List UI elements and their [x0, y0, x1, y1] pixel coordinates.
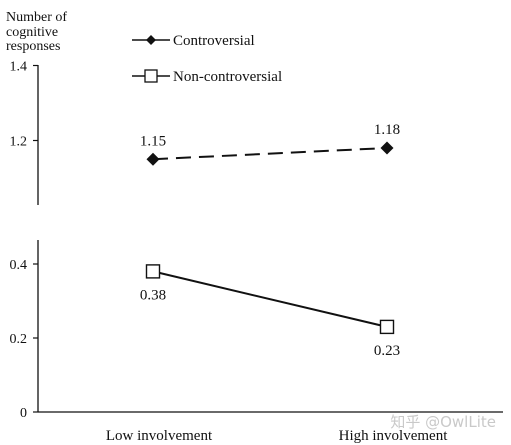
- y-axis-title: Number of cognitive responses: [6, 10, 71, 54]
- y-tick-label: 0: [20, 406, 27, 421]
- legend-noncontroversial-marker: [144, 69, 158, 83]
- data-label-controversial: 1.15: [140, 133, 166, 149]
- legend: Controversial Non-controversial: [132, 33, 282, 85]
- data-label-noncontroversial: 0.23: [374, 343, 400, 359]
- data-label-controversial: 1.18: [374, 122, 400, 138]
- y-tick-label: 1.2: [10, 135, 28, 150]
- data-point-noncontroversial: [145, 264, 161, 279]
- x-tick-label: High involvement: [339, 428, 449, 444]
- y-tick-label: 0.4: [10, 258, 28, 273]
- x-tick-label: Low involvement: [106, 428, 213, 444]
- y-tick-label: 1.4: [10, 60, 28, 75]
- y-axis-title-line-1: Number of: [6, 10, 67, 25]
- legend-noncontroversial-label: Non-controversial: [173, 69, 282, 85]
- series-line-controversial: [152, 147, 388, 161]
- data-point-controversial: [146, 152, 160, 166]
- legend-controversial-marker: [146, 35, 156, 45]
- y-tick-label: 0.2: [10, 332, 28, 347]
- y-axis-title-line-2: cognitive: [6, 25, 58, 40]
- legend-controversial-label: Controversial: [173, 33, 255, 49]
- series-line-noncontroversial: [152, 270, 388, 328]
- y-axis-title-line-3: responses: [6, 39, 60, 54]
- data-point-controversial: [380, 141, 394, 155]
- data-point-noncontroversial: [379, 319, 395, 335]
- data-label-noncontroversial: 0.38: [140, 287, 166, 303]
- watermark-text: 知乎 @OwlLite: [390, 413, 496, 431]
